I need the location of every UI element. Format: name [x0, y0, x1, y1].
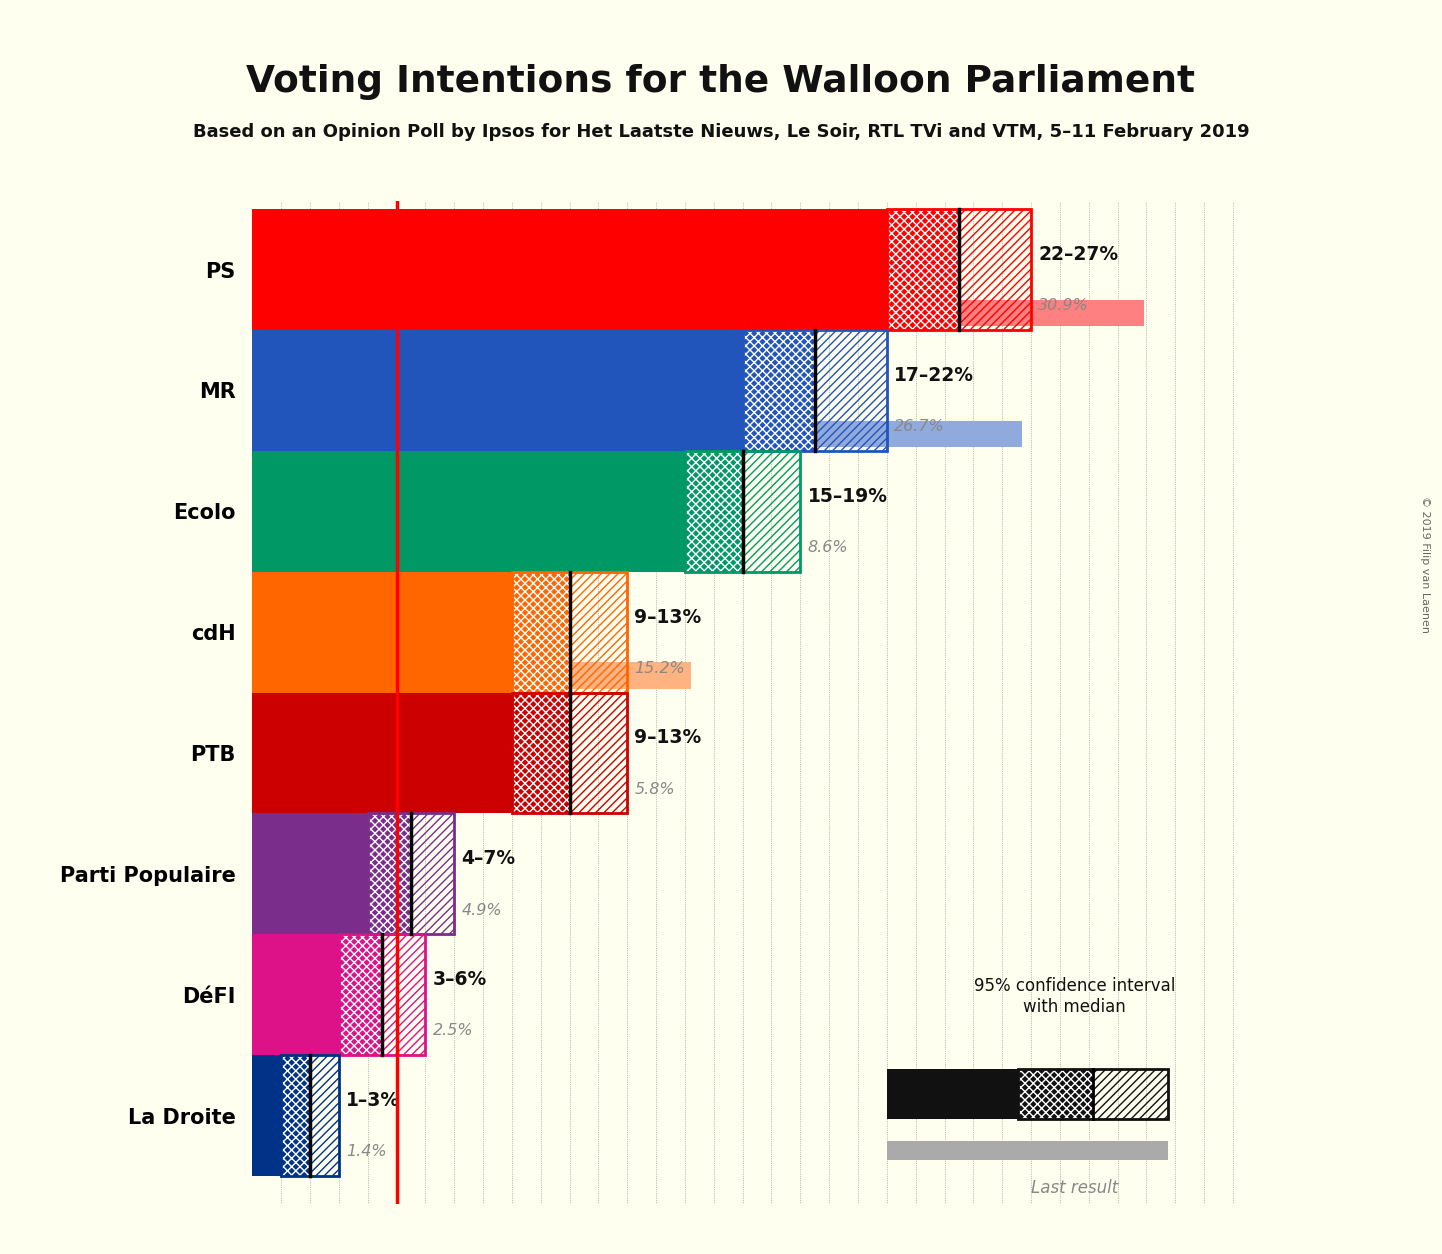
Bar — [252, 1146, 293, 1172]
Bar — [512, 692, 627, 814]
Bar — [512, 692, 570, 814]
Text: 4–7%: 4–7% — [461, 849, 516, 868]
Text: 22–27%: 22–27% — [1038, 245, 1119, 263]
Bar — [743, 451, 800, 572]
Text: 4.9%: 4.9% — [461, 903, 502, 918]
Bar — [887, 209, 1031, 330]
Bar — [252, 542, 500, 568]
Text: 26.7%: 26.7% — [894, 419, 945, 434]
Bar — [252, 662, 691, 688]
Bar — [685, 451, 743, 572]
Text: © 2019 Filip van Laenen: © 2019 Filip van Laenen — [1420, 495, 1429, 633]
Bar — [368, 814, 454, 934]
Text: 17–22%: 17–22% — [894, 366, 973, 385]
Bar — [570, 692, 627, 814]
Text: Last result: Last result — [1031, 1179, 1118, 1196]
Bar — [252, 209, 887, 330]
Bar — [887, 209, 959, 330]
Text: 15.2%: 15.2% — [634, 661, 685, 676]
Bar — [815, 330, 887, 451]
Bar — [1093, 1068, 1168, 1119]
Bar — [252, 330, 743, 451]
Bar — [252, 420, 1022, 448]
Bar — [743, 330, 887, 451]
Bar — [743, 330, 815, 451]
Bar — [252, 1055, 281, 1176]
Bar — [339, 934, 425, 1055]
Bar — [339, 934, 382, 1055]
Text: 2.5%: 2.5% — [433, 1023, 473, 1038]
Bar — [887, 1068, 1018, 1119]
Bar — [252, 1025, 324, 1052]
Bar — [887, 1141, 1168, 1160]
Bar — [252, 300, 1144, 326]
Text: 9–13%: 9–13% — [634, 729, 702, 747]
Bar — [252, 904, 394, 930]
Bar — [281, 1055, 339, 1176]
Bar — [685, 451, 800, 572]
Text: Based on an Opinion Poll by Ipsos for Het Laatste Nieuws, Le Soir, RTL TVi and V: Based on an Opinion Poll by Ipsos for He… — [193, 123, 1249, 140]
Bar — [411, 814, 454, 934]
Bar — [252, 692, 512, 814]
Text: 5.8%: 5.8% — [634, 781, 675, 796]
Text: 95% confidence interval
with median: 95% confidence interval with median — [973, 977, 1175, 1016]
Text: 9–13%: 9–13% — [634, 607, 702, 627]
Text: 15–19%: 15–19% — [808, 487, 887, 505]
Bar — [382, 934, 425, 1055]
Bar — [310, 1055, 339, 1176]
Bar — [252, 451, 685, 572]
Bar — [252, 572, 512, 692]
Bar — [368, 814, 411, 934]
Bar — [252, 784, 420, 810]
Bar — [252, 814, 368, 934]
Text: 1.4%: 1.4% — [346, 1145, 386, 1160]
Text: 8.6%: 8.6% — [808, 540, 848, 556]
Bar — [512, 572, 570, 692]
Bar — [281, 1055, 310, 1176]
Text: 1–3%: 1–3% — [346, 1091, 401, 1110]
Bar — [512, 572, 627, 692]
Text: 30.9%: 30.9% — [1038, 298, 1089, 314]
Bar — [252, 934, 339, 1055]
Bar — [570, 572, 627, 692]
Text: 3–6%: 3–6% — [433, 971, 487, 989]
Bar — [1018, 1068, 1093, 1119]
Bar — [959, 209, 1031, 330]
Bar — [1018, 1068, 1168, 1119]
Text: Voting Intentions for the Walloon Parliament: Voting Intentions for the Walloon Parlia… — [247, 64, 1195, 99]
